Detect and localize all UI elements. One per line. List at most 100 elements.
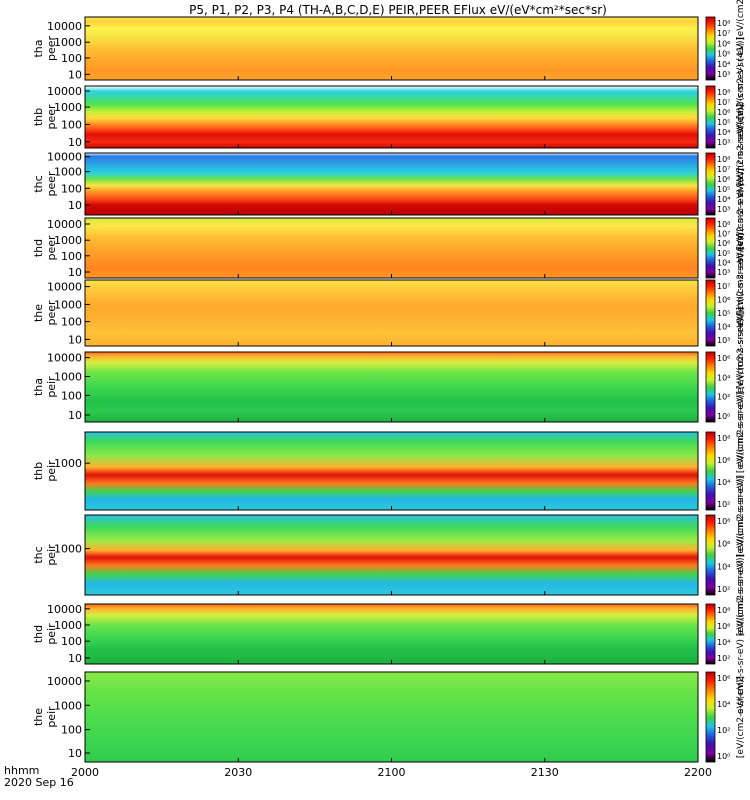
colorbar-tick-label: 10⁵: [717, 50, 730, 59]
ytick-label: 1000: [54, 543, 82, 556]
colorbar-tick-label: 10⁶: [717, 108, 730, 117]
ytick-label: 1000: [54, 619, 82, 632]
colorbar-tick-label: 10⁸: [717, 155, 730, 164]
ytick-label: 10: [68, 652, 82, 665]
ytick-label: 10: [68, 266, 82, 279]
ytick-label: 1000: [54, 166, 82, 179]
colorbar-tick-label: 10⁵: [717, 249, 730, 258]
ytick-label: 1000: [54, 101, 82, 114]
panel-ylabel-product: peer: [45, 104, 58, 130]
colorbar-tick-label: 10³: [717, 138, 730, 147]
ytick-label: 1000: [54, 457, 82, 470]
colorbar-tick-label: 10⁴: [717, 195, 730, 204]
ytick-label: 10000: [47, 281, 82, 294]
ytick-label: 10000: [47, 603, 82, 616]
colorbar-tick-label: 10⁵: [717, 118, 730, 127]
ytick-label: 10: [68, 199, 82, 212]
spectrogram-image: [85, 515, 698, 595]
panel-ylabel-product: peer: [45, 235, 58, 261]
figure-title: P5, P1, P2, P3, P4 (TH-A,B,C,D,E) PEIR,P…: [189, 3, 607, 17]
panel-ylabel-product: peir: [45, 623, 58, 645]
panel-ylabel-instrument: the: [32, 304, 45, 322]
colorbar-tick-label: 10⁷: [717, 165, 730, 174]
colorbar: [705, 152, 716, 216]
colorbar-label: eV/(cm2-s-sr-eV) [eV/(cm2-s-sr-eV)]: [736, 233, 746, 393]
colorbar-label: [eV/(cm2-s-sr-eV)]: [736, 676, 746, 758]
colorbar-tick-label: 10²: [717, 654, 730, 663]
panel-ylabel-instrument: tha: [32, 39, 45, 57]
colorbar-tick-label: 10³: [717, 268, 730, 277]
colorbar-label: eV/(cm2-s-sr-eV) [eV/(cm2-s-sr-eV)]: [736, 104, 746, 264]
colorbar-tick-label: 10⁸: [717, 88, 730, 97]
colorbar-tick-label: 10⁷: [717, 230, 730, 239]
ytick-label: 1000: [54, 298, 82, 311]
colorbar-tick-label: 10⁸: [717, 220, 730, 229]
ytick-label: 10: [68, 136, 82, 149]
ytick-label: 100: [61, 118, 82, 131]
colorbar-tick-label: 10²: [717, 585, 730, 594]
colorbar-tick-label: 10⁴: [717, 373, 730, 382]
panel-ylabel-instrument: thc: [32, 546, 45, 563]
colorbar: [705, 514, 716, 596]
xtick-label: 2000: [71, 766, 99, 779]
panel-ylabel-instrument: tha: [32, 378, 45, 396]
colorbar: [705, 351, 716, 423]
xtick-label: 2030: [224, 766, 252, 779]
panel-the-peer: the peer 10000 1000 100 10 10⁷ 10⁶ 10⁵ 10⁴ 10³ eV/(…: [32, 233, 746, 393]
ytick-label: 1000: [54, 36, 82, 49]
colorbar-label: eV/(cm2-s-sr-eV) [eV/(cm2-s-sr-eV)]: [736, 554, 746, 714]
colorbar-tick-label: 10²: [717, 726, 730, 735]
panel-ylabel-instrument: thb: [32, 462, 45, 480]
ytick-label: 10: [68, 409, 82, 422]
colorbar-tick-label: 10²: [717, 393, 730, 402]
ytick-label: 10000: [47, 218, 82, 231]
ytick-label: 10000: [47, 20, 82, 33]
xtick-label: 2130: [531, 766, 559, 779]
colorbar-tick-label: 10⁴: [717, 700, 730, 709]
colorbar-tick-label: 10⁶: [717, 674, 730, 683]
colorbar-label: eV/(cm2-s-sr-eV) [eV/(cm2-s-sr-eV)]: [736, 168, 746, 328]
colorbar-tick-label: 10³: [717, 70, 730, 79]
colorbar-tick-label: 10⁷: [717, 29, 730, 38]
colorbar-label: eV/(cm2-s-sr-eV) [eV/(cm2-s-sr-eV)]: [736, 307, 746, 467]
ytick-label: 10: [68, 68, 82, 81]
colorbar-tick-label: 10⁴: [717, 128, 730, 137]
colorbar-tick-label: 10⁸: [717, 517, 730, 526]
ytick-label: 100: [61, 52, 82, 65]
colorbar: [705, 85, 716, 149]
colorbar-tick-label: 10⁸: [717, 434, 730, 443]
ytick-label: 100: [61, 724, 82, 737]
ytick-label: 10: [68, 333, 82, 346]
panel-thd-peir: thd peir 10000 1000 100 10 10⁸ 10⁶ 10⁴ 10² eV/(cm2…: [32, 554, 746, 714]
ytick-label: 10000: [47, 352, 82, 365]
colorbar: [705, 603, 716, 665]
panel-ylabel-product: peer: [45, 171, 58, 197]
colorbar: [705, 217, 716, 279]
ytick-label: 10: [68, 747, 82, 760]
colorbar-tick-label: 10⁶: [717, 296, 730, 305]
panel-the-peir: the peir 10000 1000 100 10 10⁶ 10⁴ 10² 10⁰ [eV/(cm…: [32, 671, 746, 763]
colorbar-tick-label: 10⁷: [717, 282, 730, 291]
panel-ylabel-instrument: thb: [32, 108, 45, 126]
colorbar-tick-label: 10⁴: [717, 478, 730, 487]
ytick-label: 10000: [47, 151, 82, 164]
colorbar: [705, 671, 716, 763]
colorbar: [705, 431, 716, 511]
colorbar-label: eV/(cm2-s-sr-eV) [eV/(cm2-s-sr-eV)]: [736, 37, 746, 197]
ytick-label: 100: [61, 250, 82, 263]
colorbar-tick-label: 10⁵: [717, 309, 730, 318]
panel-ylabel-product: peer: [45, 36, 58, 62]
ytick-label: 100: [61, 389, 82, 402]
ytick-label: 100: [61, 182, 82, 195]
colorbar: [705, 16, 716, 81]
panel-tha-peir: tha peir 10000 1000 100 10 10⁶ 10⁴ 10² 10⁰ eV/(cm2…: [32, 307, 746, 467]
colorbar: [705, 279, 716, 347]
colorbar-tick-label: 10⁰: [717, 412, 730, 421]
colorbar-tick-label: 10⁶: [717, 354, 730, 363]
spectrogram-image: [85, 86, 698, 148]
